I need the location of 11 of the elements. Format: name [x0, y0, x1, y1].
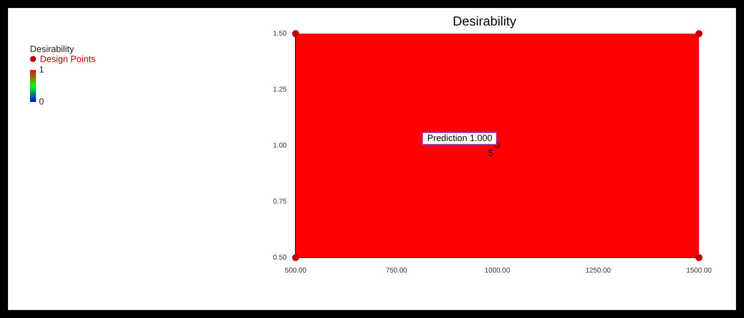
color-bar-label: 0: [39, 96, 44, 106]
point: [696, 30, 702, 38]
point: [696, 254, 702, 262]
point: [292, 254, 300, 262]
annotation: 5: [488, 148, 494, 158]
callout-box: Prediction 1.000: [422, 132, 498, 145]
point: [292, 30, 300, 38]
color-bar-label: 1: [39, 64, 44, 74]
chart-title: Desirability: [452, 13, 517, 28]
color-bar-title: Desirability: [30, 44, 76, 54]
legend-label: Design Points: [40, 54, 96, 64]
